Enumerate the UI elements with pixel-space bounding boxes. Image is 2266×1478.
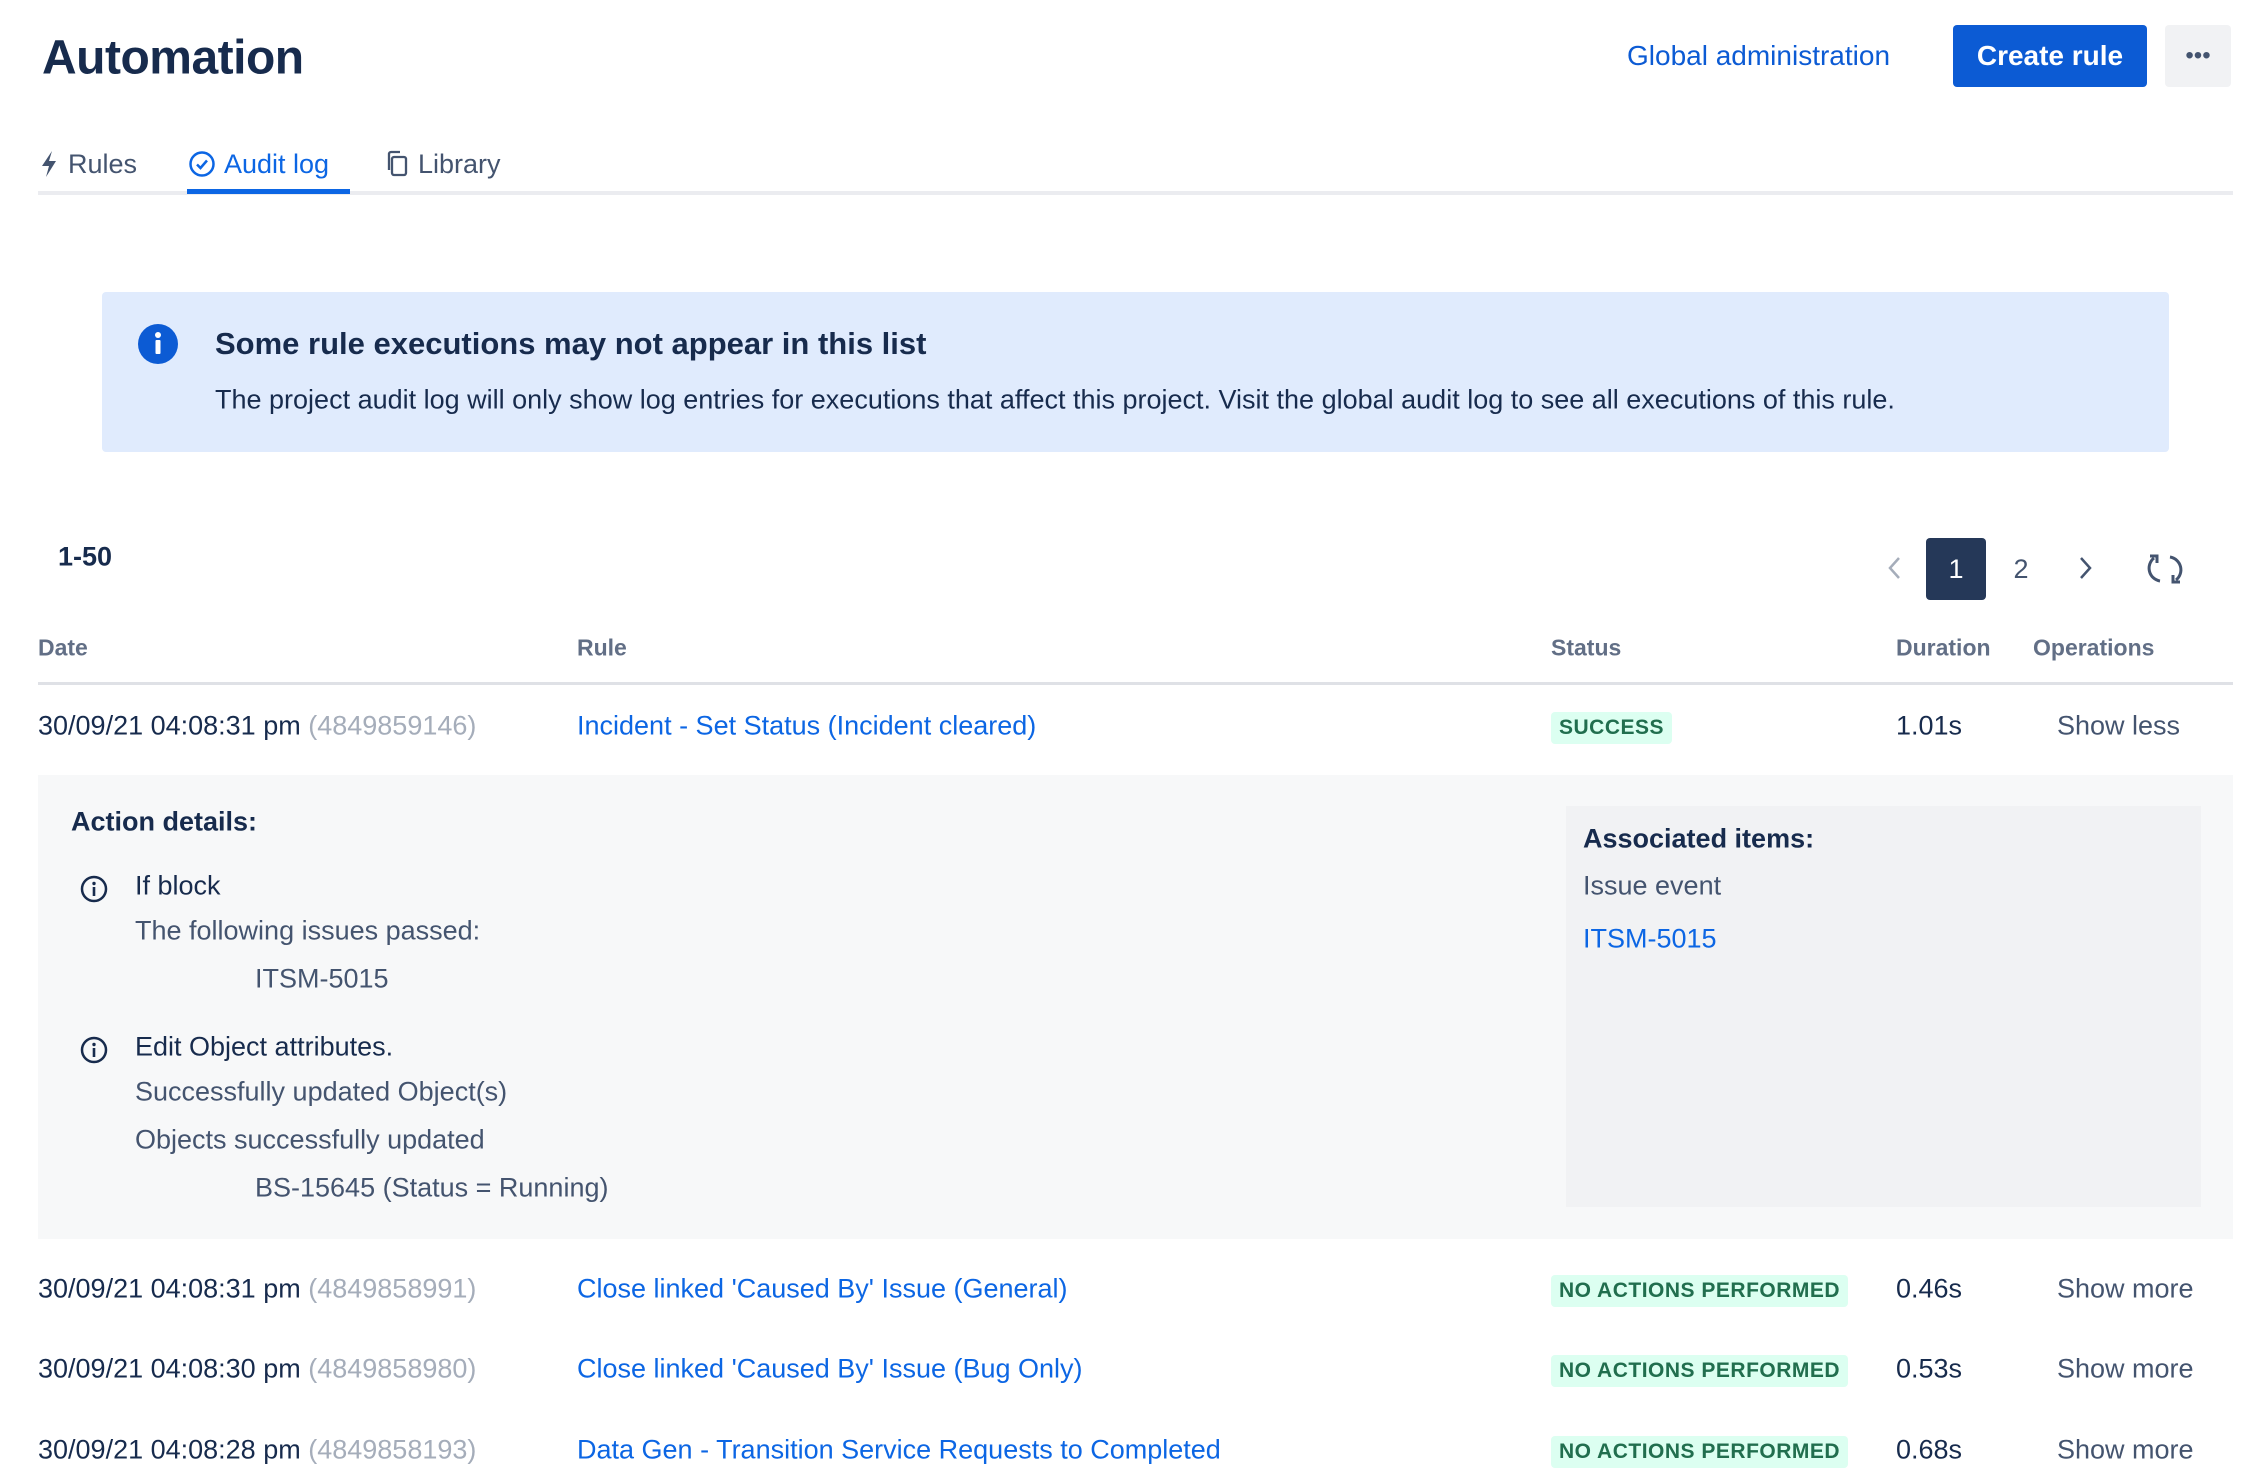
banner-body: The project audit log will only show log… [215, 384, 1895, 415]
row-duration: 0.68s [1896, 1434, 1963, 1465]
row-date: 30/09/21 04:08:31 pm (4849859146) [38, 710, 477, 741]
show-more-link[interactable]: Show more [2057, 1353, 2194, 1384]
rule-link[interactable]: Incident - Set Status (Incident cleared) [577, 710, 1037, 741]
show-more-link[interactable]: Show more [2057, 1273, 2194, 1304]
page-title: Automation [42, 31, 304, 85]
info-circle-icon [80, 1036, 108, 1064]
page-2-button[interactable]: 2 [2013, 553, 2029, 584]
column-rule: Rule [577, 634, 627, 661]
banner-title: Some rule executions may not appear in t… [215, 326, 927, 361]
associated-items-panel: Associated items: Issue event ITSM-5015 [1566, 806, 2201, 1207]
rule-link[interactable]: Close linked 'Caused By' Issue (Bug Only… [577, 1353, 1083, 1384]
column-duration: Duration [1896, 634, 1991, 661]
action-details-title: Action details: [71, 806, 258, 837]
result-range: 1-50 [58, 541, 113, 572]
action-item: BS-15645 (Status = Running) [255, 1172, 609, 1203]
page-1-button[interactable]: 1 [1926, 538, 1986, 600]
show-less-link[interactable]: Show less [2057, 710, 2181, 741]
row-duration: 0.46s [1896, 1273, 1963, 1304]
info-banner: Some rule executions may not appear in t… [102, 292, 2169, 452]
action-line: Successfully updated Object(s) [135, 1076, 508, 1107]
status-badge: SUCCESS [1551, 712, 1673, 744]
row-duration: 0.53s [1896, 1353, 1963, 1384]
tabs-divider [38, 191, 2233, 195]
header-divider [38, 682, 2233, 685]
status-badge: NO ACTIONS PERFORMED [1551, 1436, 1849, 1468]
action-name: If block [135, 870, 221, 901]
copy-icon [387, 150, 408, 177]
tab-library[interactable]: Library [384, 140, 501, 188]
execution-id: (4849858991) [308, 1273, 477, 1304]
row-duration: 1.01s [1896, 710, 1963, 741]
previous-page-icon[interactable] [1884, 554, 1906, 582]
global-administration-link[interactable]: Global administration [1627, 40, 1891, 71]
tab-rules[interactable]: Rules [38, 140, 137, 188]
status-badge: NO ACTIONS PERFORMED [1551, 1275, 1849, 1307]
more-options-button[interactable]: ••• [2165, 25, 2231, 87]
execution-id: (4849859146) [308, 710, 477, 741]
refresh-icon[interactable] [2146, 550, 2184, 588]
associated-items-title: Associated items: [1583, 823, 1815, 854]
row-date: 30/09/21 04:08:30 pm (4849858980) [38, 1353, 477, 1384]
column-status: Status [1551, 634, 1622, 661]
info-icon [138, 324, 178, 364]
action-line: The following issues passed: [135, 915, 481, 946]
action-line: Objects successfully updated [135, 1124, 485, 1155]
action-name: Edit Object attributes. [135, 1031, 394, 1062]
check-circle-icon [189, 151, 215, 177]
tab-label: Rules [68, 148, 138, 179]
execution-id: (4849858980) [308, 1353, 477, 1384]
tab-label: Library [418, 148, 501, 179]
status-badge: NO ACTIONS PERFORMED [1551, 1355, 1849, 1387]
next-page-icon[interactable] [2074, 554, 2096, 582]
tab-label: Audit log [224, 148, 330, 179]
create-rule-button[interactable]: Create rule [1953, 25, 2147, 87]
tab-audit-log[interactable]: Audit log [188, 140, 329, 188]
active-tab-indicator [187, 189, 350, 194]
info-circle-icon [80, 875, 108, 903]
associated-item-label: Issue event [1583, 870, 1722, 901]
action-item: ITSM-5015 [255, 963, 389, 994]
execution-id: (4849858193) [308, 1434, 477, 1465]
associated-issue-link[interactable]: ITSM-5015 [1583, 923, 1717, 954]
row-date: 30/09/21 04:08:31 pm (4849858991) [38, 1273, 477, 1304]
column-operations: Operations [2033, 634, 2155, 661]
more-icon: ••• [2185, 42, 2211, 69]
show-more-link[interactable]: Show more [2057, 1434, 2194, 1465]
lightning-icon [42, 151, 56, 177]
column-date: Date [38, 634, 88, 661]
rule-link[interactable]: Data Gen - Transition Service Requests t… [577, 1434, 1221, 1465]
row-date: 30/09/21 04:08:28 pm (4849858193) [38, 1434, 477, 1465]
rule-link[interactable]: Close linked 'Caused By' Issue (General) [577, 1273, 1068, 1304]
